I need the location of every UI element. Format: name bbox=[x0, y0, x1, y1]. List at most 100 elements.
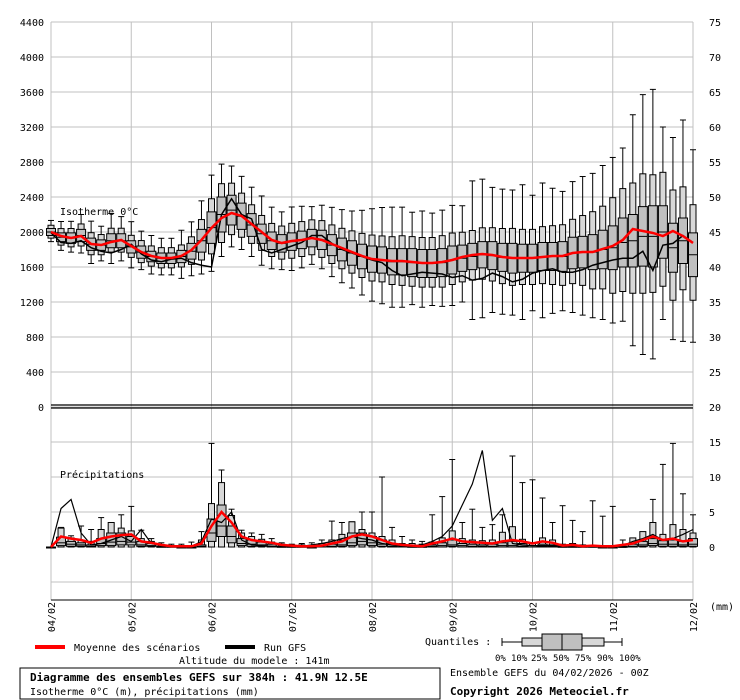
precip-box bbox=[356, 511, 367, 548]
x-tick-label: 07/02 bbox=[288, 602, 299, 632]
y2-tick-label: 65 bbox=[709, 88, 721, 99]
quantiles-label: Quantiles : bbox=[425, 637, 491, 648]
precip-mean-line bbox=[50, 510, 694, 548]
precip-tick-label: 15 bbox=[709, 438, 721, 449]
box-25-75 bbox=[447, 539, 458, 547]
isotherm-box bbox=[316, 204, 327, 270]
precip-box bbox=[667, 442, 678, 548]
box-25-75 bbox=[437, 542, 448, 548]
precip-box bbox=[346, 521, 357, 548]
y2-tick-label: 30 bbox=[709, 333, 721, 344]
isotherm-box bbox=[547, 187, 558, 314]
precip-box bbox=[367, 511, 377, 548]
y-tick-label: 1600 bbox=[20, 263, 44, 274]
box-25-75 bbox=[667, 539, 678, 547]
precip-tick-label: 5 bbox=[709, 508, 715, 519]
isotherm-box bbox=[487, 186, 498, 313]
isotherm-mean-line bbox=[50, 211, 694, 265]
isotherm-box bbox=[647, 88, 658, 360]
isotherm-box bbox=[527, 194, 538, 312]
precip-tick-label: 10 bbox=[709, 473, 721, 484]
precip-box bbox=[587, 500, 598, 548]
axis-ticks: 0400800120016002000240028003200360040004… bbox=[20, 18, 721, 632]
isotherm-label: Isotherme 0°C bbox=[60, 207, 138, 218]
isotherm-box bbox=[637, 94, 648, 355]
precip-box bbox=[527, 479, 538, 548]
legend-gfs-label: Run GFS bbox=[264, 643, 306, 654]
box-25-75 bbox=[637, 540, 648, 547]
footer-title: Diagramme des ensembles GEFS sur 384h : … bbox=[30, 671, 368, 684]
run-label: Ensemble GEFS du 04/02/2026 - 00Z bbox=[450, 668, 649, 679]
precip-box bbox=[567, 519, 578, 548]
isotherm-box bbox=[617, 147, 628, 322]
grid bbox=[46, 21, 694, 601]
precip-box bbox=[457, 522, 468, 548]
y-tick-label: 3600 bbox=[20, 88, 44, 99]
isotherm-box bbox=[467, 180, 478, 320]
copyright: Copyright 2026 Meteociel.fr bbox=[450, 685, 629, 698]
isotherm-box bbox=[457, 205, 468, 303]
isotherm-box bbox=[76, 214, 87, 254]
y2-tick-label: 20 bbox=[709, 403, 721, 414]
quantile-tick-10: 10% bbox=[511, 654, 528, 664]
y2-tick-label: 40 bbox=[709, 263, 721, 274]
precip-tick-label: 0 bbox=[709, 543, 715, 554]
box-25-75 bbox=[216, 504, 227, 537]
y2-tick-label: 60 bbox=[709, 123, 721, 134]
legend-mean-label: Moyenne des scénarios bbox=[74, 642, 200, 654]
altitude-label: Altitude du modele : 141m bbox=[179, 656, 330, 667]
isotherm-box bbox=[517, 184, 528, 320]
isotherm-box bbox=[607, 156, 618, 324]
y-tick-label: 2000 bbox=[20, 228, 44, 239]
unit-label: (mm) bbox=[710, 602, 734, 613]
isotherm-box bbox=[567, 181, 578, 313]
isotherm-box bbox=[407, 211, 418, 306]
box-25-75 bbox=[688, 538, 698, 547]
x-tick-label: 08/02 bbox=[368, 602, 379, 632]
y-tick-label: 4000 bbox=[20, 53, 44, 64]
isotherm-box bbox=[296, 205, 307, 269]
y-tick-label: 0 bbox=[38, 403, 44, 414]
isotherm-box bbox=[106, 212, 117, 264]
x-tick-label: 05/02 bbox=[127, 602, 138, 632]
isotherm-box bbox=[688, 149, 698, 343]
isotherm-box bbox=[597, 165, 608, 320]
isotherm-box bbox=[356, 209, 367, 296]
y2-tick-label: 25 bbox=[709, 368, 721, 379]
box-25-75 bbox=[657, 540, 668, 547]
x-tick-label: 04/02 bbox=[47, 602, 58, 632]
box-25-75 bbox=[106, 532, 117, 547]
quantile-tick-50: 50% bbox=[553, 654, 570, 664]
y2-tick-label: 50 bbox=[709, 193, 721, 204]
isotherm-box bbox=[367, 208, 377, 302]
isotherm-box bbox=[387, 206, 398, 308]
precip-box bbox=[537, 497, 548, 548]
precip-box bbox=[677, 493, 688, 548]
precip-box bbox=[647, 498, 658, 548]
precip-box bbox=[216, 469, 227, 548]
chart-marks bbox=[46, 88, 698, 549]
box-25-75 bbox=[647, 538, 658, 547]
box-25-75 bbox=[497, 542, 508, 548]
quantile-tick-0: 0% bbox=[495, 654, 506, 664]
isotherm-box bbox=[447, 204, 458, 306]
isotherm-box bbox=[537, 182, 548, 319]
isotherm-box bbox=[437, 209, 448, 307]
isotherm-box bbox=[276, 211, 287, 271]
y2-tick-label: 45 bbox=[709, 228, 721, 239]
isotherm-box bbox=[657, 126, 668, 320]
quantile-tick-90: 90% bbox=[597, 654, 614, 664]
isotherm-box bbox=[417, 210, 428, 308]
quantile-tick-75: 75% bbox=[575, 654, 592, 664]
precip-box bbox=[507, 455, 518, 548]
quantile-tick-25: 25% bbox=[531, 654, 548, 664]
isotherm-box bbox=[427, 212, 438, 306]
y-tick-label: 4400 bbox=[20, 18, 44, 29]
y2-tick-label: 70 bbox=[709, 53, 721, 64]
precip-box bbox=[116, 514, 127, 548]
precip-box bbox=[226, 508, 237, 548]
isotherm-box bbox=[397, 206, 408, 308]
precip-box bbox=[106, 522, 117, 548]
